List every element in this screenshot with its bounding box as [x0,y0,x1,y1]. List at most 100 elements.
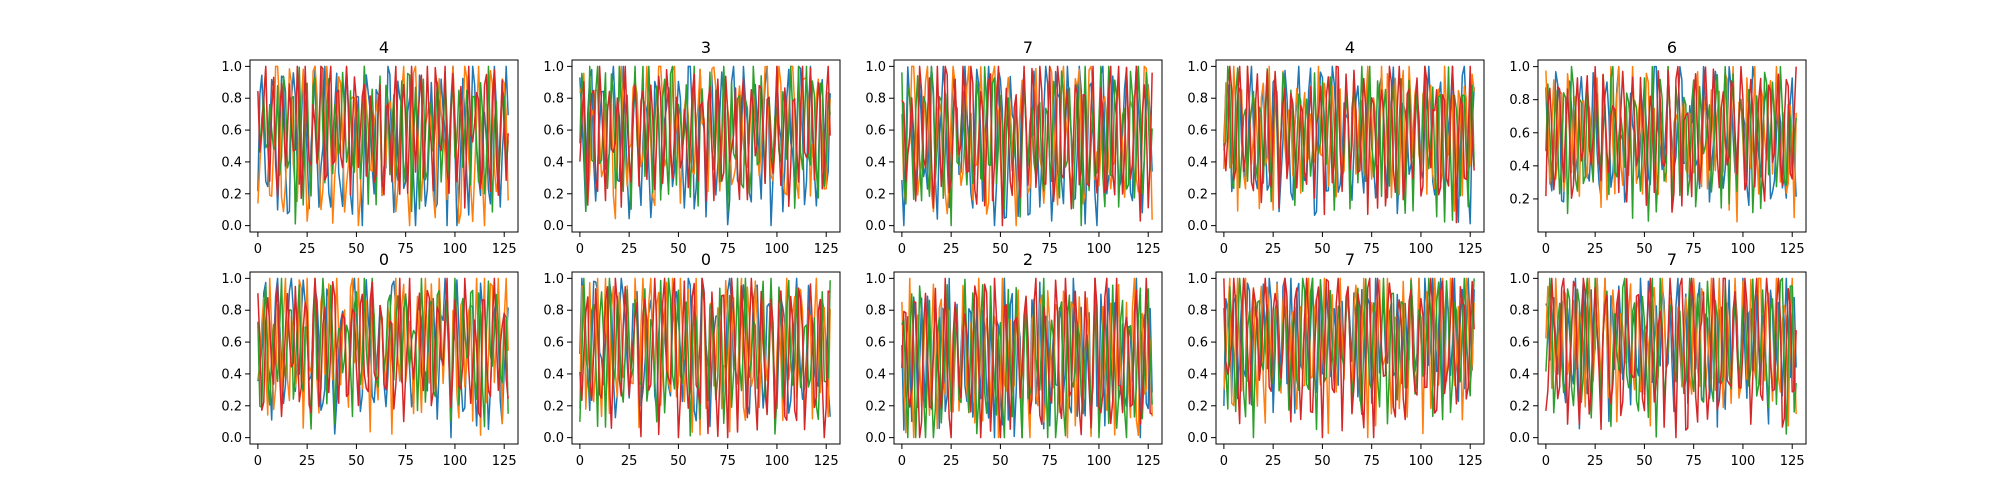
y-tick-label: 0.0 [865,219,886,234]
subplot-7: 0 25 50 75 100 125 0.0 0.2 0.4 0.6 0.8 1.0 0 [543,250,840,469]
x-tick-label: 100 [1409,454,1434,469]
x-tick-label: 0 [1220,454,1228,469]
y-tick-label: 0.4 [1509,159,1530,174]
y-tick-label: 1.0 [865,60,886,75]
x-tick-label: 0 [1542,242,1550,257]
subplot-title: 7 [1345,250,1355,269]
x-tick-label: 75 [397,242,414,257]
x-tick-label: 25 [943,242,960,257]
x-tick-label: 0 [576,454,584,469]
x-tick-label: 75 [1685,454,1702,469]
x-tick-label: 25 [299,242,316,257]
subplot-3: 0 25 50 75 100 125 0.0 0.2 0.4 0.6 0.8 1.0 7 [865,38,1162,257]
x-tick-label: 50 [1636,454,1653,469]
x-tick-label: 25 [1265,242,1282,257]
x-tick-label: 25 [299,454,316,469]
x-tick-label: 100 [443,454,468,469]
x-tick-label: 125 [492,242,517,257]
y-tick-label: 0.0 [1509,431,1530,446]
x-tick-label: 50 [348,242,365,257]
x-tick-label: 125 [1458,242,1483,257]
x-tick-label: 125 [1136,242,1161,257]
y-tick-label: 0.4 [1509,367,1530,382]
x-tick-label: 75 [1363,454,1380,469]
x-tick-label: 50 [670,242,687,257]
y-tick-label: 0.8 [865,304,886,319]
x-tick-label: 0 [254,454,262,469]
y-tick-label: 0.6 [865,336,886,351]
y-tick-label: 0.8 [1509,304,1530,319]
x-tick-label: 0 [1220,242,1228,257]
y-tick-label: 0.4 [543,155,564,170]
x-tick-label: 100 [1731,242,1756,257]
subplot-title: 3 [701,38,711,57]
subplot-title: 0 [379,250,389,269]
x-tick-label: 25 [1265,454,1282,469]
y-tick-label: 0.4 [221,155,242,170]
y-tick-label: 0.4 [221,367,242,382]
y-tick-label: 0.8 [1187,92,1208,107]
y-tick-label: 0.8 [1509,93,1530,108]
x-tick-label: 125 [1458,454,1483,469]
x-tick-label: 50 [1636,242,1653,257]
subplot-4: 0 25 50 75 100 125 0.0 0.2 0.4 0.6 0.8 1.0 4 [1187,38,1484,257]
y-tick-label: 1.0 [1509,60,1530,75]
x-tick-label: 125 [814,242,839,257]
subplot-8: 0 25 50 75 100 1250.00.20.40.60.81.02 [865,250,1162,469]
subplot-title: 7 [1667,250,1677,269]
x-tick-label: 75 [1041,454,1058,469]
y-tick-label: 0.4 [1187,155,1208,170]
y-tick-label: 0.6 [1187,336,1208,351]
subplot-title: 4 [1345,38,1355,57]
y-tick-label: 1.0 [865,272,886,287]
y-tick-label: 1.0 [1187,60,1208,75]
x-tick-label: 25 [943,454,960,469]
y-tick-label: 1.0 [1187,272,1208,287]
y-tick-label: 0.4 [865,367,886,382]
y-tick-label: 0.4 [865,155,886,170]
x-tick-label: 50 [992,454,1009,469]
subplot-title: 0 [701,250,711,269]
y-tick-label: 0.8 [865,92,886,107]
subplot-5: 0 25 50 75 100 1250.20.40.60.81.06 [1509,38,1806,257]
y-tick-label: 0.8 [543,304,564,319]
x-tick-label: 0 [1542,454,1550,469]
x-tick-label: 50 [992,242,1009,257]
x-tick-label: 75 [1041,242,1058,257]
y-tick-label: 0.2 [221,187,242,202]
y-tick-label: 0.0 [1187,219,1208,234]
y-tick-label: 0.6 [221,336,242,351]
y-tick-label: 0.2 [865,399,886,414]
x-tick-label: 50 [670,454,687,469]
x-tick-label: 125 [1780,454,1805,469]
y-tick-label: 0.0 [221,219,242,234]
subplot-title: 2 [1023,250,1033,269]
y-tick-label: 0.6 [865,124,886,139]
x-tick-label: 125 [1136,454,1161,469]
subplot-9: 0 25 50 75 100 125 0.0 0.2 0.4 0.6 0.8 1.0 7 [1187,250,1484,469]
x-tick-label: 25 [621,454,638,469]
x-tick-label: 100 [1087,242,1112,257]
x-tick-label: 75 [397,454,414,469]
x-tick-label: 0 [254,242,262,257]
x-tick-label: 0 [898,242,906,257]
x-tick-label: 125 [1780,242,1805,257]
x-tick-label: 0 [576,242,584,257]
y-tick-label: 0.2 [1509,399,1530,414]
x-tick-label: 50 [1314,242,1331,257]
y-tick-label: 0.2 [1187,399,1208,414]
subplot-6: 0 25 50 75 100 125 0.0 0.2 0.4 0.6 0.8 1.0 0 [221,250,518,469]
y-tick-label: 0.8 [221,304,242,319]
x-tick-label: 75 [1363,242,1380,257]
y-tick-label: 0.4 [543,367,564,382]
y-tick-label: 1.0 [543,60,564,75]
subplot-10: 0 25 50 75 100 125 0.0 0.2 0.4 0.6 0.8 1.0 7 [1509,250,1806,469]
y-tick-label: 0.6 [1509,336,1530,351]
x-tick-label: 75 [719,454,736,469]
y-tick-label: 1.0 [221,60,242,75]
y-tick-label: 0.2 [221,399,242,414]
subplot-title: 4 [379,38,389,57]
y-tick-label: 0.6 [543,124,564,139]
x-tick-label: 125 [814,454,839,469]
